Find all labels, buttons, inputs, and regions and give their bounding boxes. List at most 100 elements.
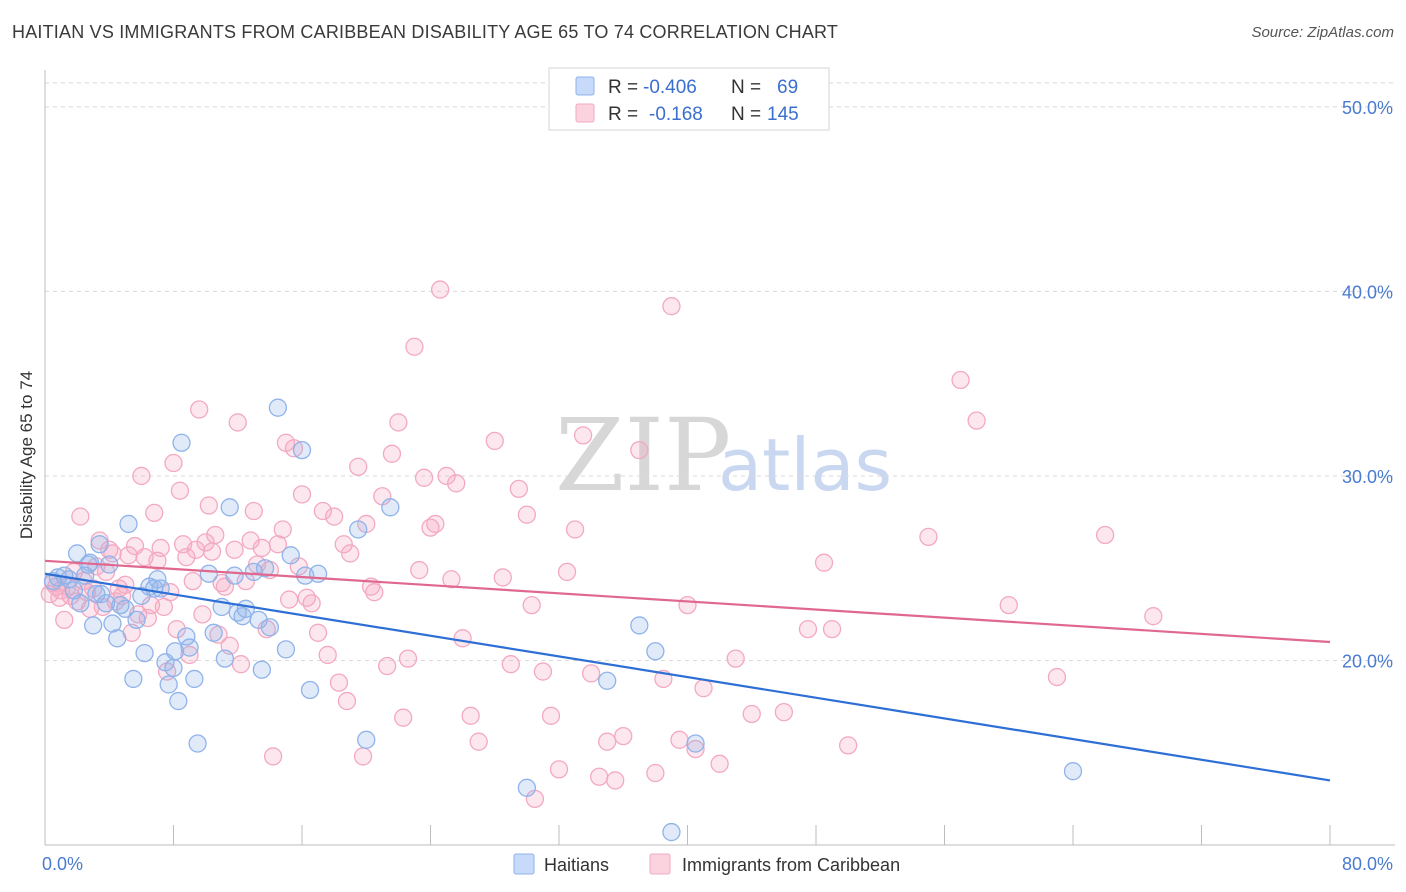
caribbean-point — [461, 706, 480, 725]
caribbean-point — [838, 736, 858, 755]
caribbean-point — [313, 501, 333, 521]
caribbean-point — [469, 732, 488, 751]
caribbean-point — [292, 485, 312, 504]
haitians-point — [159, 675, 178, 694]
haitians-point — [169, 691, 188, 711]
haitians-point — [225, 566, 244, 585]
watermark: ZIP atlas — [555, 397, 892, 514]
caribbean-trend-line — [44, 559, 1331, 644]
caribbean-point — [302, 594, 321, 613]
caribbean-point — [774, 702, 794, 722]
caribbean-point — [263, 747, 283, 766]
caribbean-point — [170, 481, 190, 500]
caribbean-point — [252, 538, 271, 558]
caribbean-point — [1047, 667, 1067, 687]
tick-labels: 20.0% 30.0% 40.0% 50.0% 0.0% 80.0% — [42, 98, 1393, 874]
caribbean-point — [394, 708, 413, 727]
caribbean-point — [349, 457, 368, 476]
caribbean-point — [71, 507, 90, 526]
chart-title: HAITIAN VS IMMIGRANTS FROM CARIBBEAN DIS… — [12, 22, 839, 42]
caribbean-point — [606, 771, 625, 790]
haitians-point — [268, 398, 288, 417]
caribbean-point — [329, 673, 349, 692]
caribbean-point — [533, 662, 553, 681]
haitians-point — [281, 546, 300, 565]
haitians-point — [276, 640, 296, 659]
legend-n-label: N = — [731, 104, 761, 125]
caribbean-point — [132, 466, 151, 486]
caribbean-point — [1144, 607, 1163, 626]
caribbean-point — [822, 619, 842, 639]
haitians-point — [308, 564, 328, 583]
legend-box — [548, 67, 830, 131]
caribbean-point — [598, 732, 617, 751]
caribbean-point — [549, 760, 569, 779]
caribbean-point — [183, 571, 202, 591]
caribbean-point — [297, 588, 316, 607]
haitians-point — [151, 579, 170, 598]
caribbean-point — [190, 400, 209, 419]
haitians-point — [124, 669, 143, 689]
legend-swatch-caribbean — [575, 103, 595, 123]
caribbean-point — [308, 623, 328, 642]
caribbean-point — [430, 280, 450, 299]
caribbean-point — [678, 595, 697, 615]
haitians-point — [517, 778, 537, 797]
haitians-point — [204, 623, 223, 642]
caribbean-point — [55, 610, 74, 630]
caribbean-point — [493, 568, 512, 587]
y-tick-label: 50.0% — [1342, 98, 1393, 118]
legend-bottom: Haitians Immigrants from Caribbean — [513, 853, 900, 875]
haitians-point — [260, 618, 280, 637]
haitians-point — [252, 660, 271, 679]
caribbean-point — [199, 496, 218, 515]
caribbean-point — [426, 514, 445, 534]
caribbean-point — [414, 468, 434, 487]
haitians-point — [92, 584, 111, 604]
haitians-point — [108, 629, 127, 648]
data-points — [40, 280, 1163, 842]
caribbean-point — [951, 370, 970, 390]
legend-n-value: 69 — [777, 77, 798, 98]
caribbean-point — [557, 562, 577, 582]
caribbean-point — [225, 540, 244, 559]
legend-bottom-label-haitians: Haitians — [544, 855, 609, 875]
haitians-trend-line — [44, 572, 1331, 782]
axes — [44, 70, 1395, 846]
caribbean-point — [389, 413, 408, 432]
y-axis-label: Disability Age 65 to 74 — [17, 371, 36, 539]
haitians-point — [357, 730, 376, 749]
x-tick-label-max: 80.0% — [1342, 854, 1393, 874]
caribbean-point — [814, 553, 834, 572]
haitians-point — [71, 594, 90, 613]
caribbean-point — [177, 547, 196, 567]
caribbean-point — [453, 629, 472, 648]
caribbean-point — [334, 535, 353, 554]
caribbean-point — [180, 645, 199, 665]
caribbean-point — [167, 619, 186, 639]
watermark-zip: ZIP — [555, 397, 731, 514]
haitians-point — [87, 584, 106, 604]
caribbean-point — [541, 706, 561, 725]
caribbean-point — [630, 440, 649, 460]
legend-bottom-label-caribbean: Immigrants from Caribbean — [682, 855, 900, 875]
caribbean-point — [202, 542, 222, 561]
legend-swatch-haitians — [575, 76, 595, 96]
haitians-point — [172, 433, 191, 452]
caribbean-point — [1095, 525, 1115, 545]
source-label: Source: ZipAtlas.com — [1251, 24, 1394, 41]
caribbean-point — [337, 691, 357, 711]
haitians-point — [116, 599, 135, 618]
caribbean-point — [196, 533, 215, 552]
caribbean-point — [967, 411, 986, 430]
caribbean-point — [103, 544, 122, 563]
caribbean-point — [919, 527, 938, 546]
haitians-point — [119, 514, 138, 534]
haitians-point — [686, 734, 705, 753]
caribbean-point — [522, 595, 541, 615]
haitians-point — [180, 638, 199, 657]
caribbean-point — [341, 544, 360, 563]
trend-lines — [44, 559, 1331, 782]
caribbean-point — [186, 540, 206, 559]
haitians-point — [90, 535, 109, 554]
